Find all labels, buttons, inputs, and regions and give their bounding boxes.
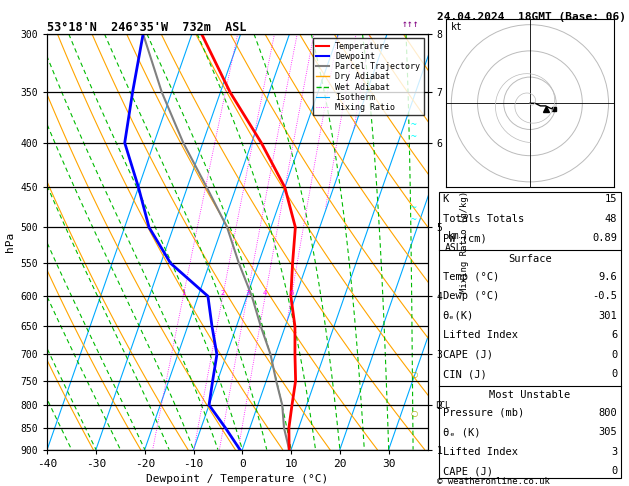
Text: 4: 4 xyxy=(263,290,267,296)
Text: 53°18'N  246°35'W  732m  ASL: 53°18'N 246°35'W 732m ASL xyxy=(47,21,247,34)
Text: 0: 0 xyxy=(611,467,617,476)
Text: 6: 6 xyxy=(289,290,294,296)
Text: Surface: Surface xyxy=(508,254,552,264)
Legend: Temperature, Dewpoint, Parcel Trajectory, Dry Adiabat, Wet Adiabat, Isotherm, Mi: Temperature, Dewpoint, Parcel Trajectory… xyxy=(313,38,423,115)
Text: 305: 305 xyxy=(598,427,617,437)
Text: Temp (°C): Temp (°C) xyxy=(443,272,499,281)
Text: 3: 3 xyxy=(245,290,250,296)
Text: PW (cm): PW (cm) xyxy=(443,233,486,243)
Text: Mixing Ratio (g/kg): Mixing Ratio (g/kg) xyxy=(460,191,469,293)
Text: 3: 3 xyxy=(611,447,617,457)
Text: 301: 301 xyxy=(598,311,617,321)
Text: 0: 0 xyxy=(611,350,617,360)
Text: 1: 1 xyxy=(181,290,186,296)
Text: 0: 0 xyxy=(611,369,617,379)
Y-axis label: hPa: hPa xyxy=(5,232,15,252)
Text: -0.5: -0.5 xyxy=(592,291,617,301)
Text: Lifted Index: Lifted Index xyxy=(443,447,518,457)
Text: 24.04.2024  18GMT (Base: 06): 24.04.2024 18GMT (Base: 06) xyxy=(437,12,626,22)
Text: K: K xyxy=(443,194,449,205)
Text: Lifted Index: Lifted Index xyxy=(443,330,518,340)
Text: θₑ (K): θₑ (K) xyxy=(443,427,480,437)
Text: 15: 15 xyxy=(604,194,617,205)
Text: ○: ○ xyxy=(410,370,418,379)
Text: CIN (J): CIN (J) xyxy=(443,369,486,379)
Text: ○: ○ xyxy=(410,409,418,417)
Text: CAPE (J): CAPE (J) xyxy=(443,467,493,476)
Text: © weatheronline.co.uk: © weatheronline.co.uk xyxy=(437,477,550,486)
Text: 800: 800 xyxy=(598,408,617,418)
Text: ↑↑↑: ↑↑↑ xyxy=(402,19,420,30)
Text: ~
~: ~ ~ xyxy=(411,121,417,142)
Text: ~
~: ~ ~ xyxy=(411,203,417,225)
Text: Totals Totals: Totals Totals xyxy=(443,214,524,224)
Text: θₑ(K): θₑ(K) xyxy=(443,311,474,321)
Text: Dewp (°C): Dewp (°C) xyxy=(443,291,499,301)
Text: Pressure (mb): Pressure (mb) xyxy=(443,408,524,418)
Text: 6: 6 xyxy=(611,330,617,340)
Text: 48: 48 xyxy=(604,214,617,224)
X-axis label: Dewpoint / Temperature (°C): Dewpoint / Temperature (°C) xyxy=(147,474,328,484)
Text: Most Unstable: Most Unstable xyxy=(489,390,571,400)
Text: 2: 2 xyxy=(221,290,225,296)
Text: 9.6: 9.6 xyxy=(598,272,617,281)
Y-axis label: km
ASL: km ASL xyxy=(445,231,462,253)
Text: kt: kt xyxy=(452,22,463,32)
Text: 0.89: 0.89 xyxy=(592,233,617,243)
Text: CAPE (J): CAPE (J) xyxy=(443,350,493,360)
Text: LCL: LCL xyxy=(435,400,450,410)
